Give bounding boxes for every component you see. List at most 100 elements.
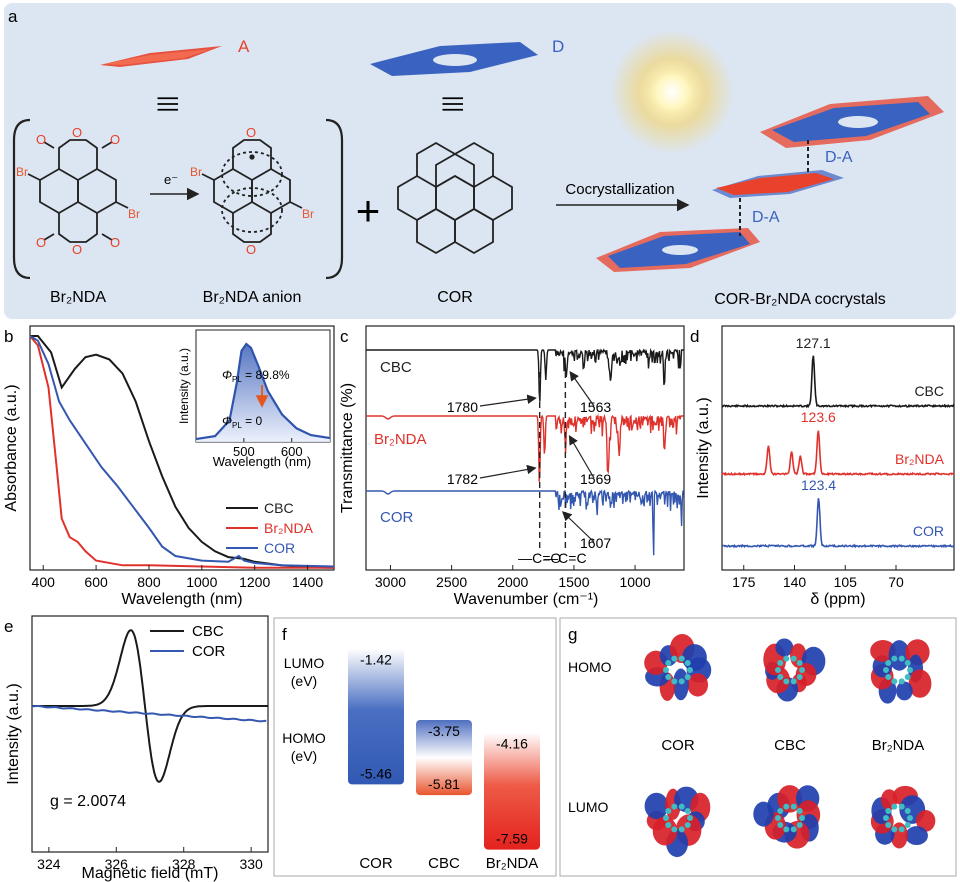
- panel-e-xlabel: Magnetic field (mT): [82, 865, 219, 882]
- lumo-row-label: LUMO: [568, 799, 609, 815]
- acceptor-label: A: [238, 37, 250, 56]
- inset-annotation-bottom: ΦPL = 0: [222, 414, 263, 430]
- panel-f: f LUMO (eV) HOMO (eV) -1.42 -5.46 COR -3.75…: [273, 617, 557, 877]
- anion-oxygen-icon: OO: [246, 125, 256, 257]
- nmr-spectrum-cor: [721, 498, 955, 549]
- sun-icon: [610, 30, 734, 154]
- panel-e-frame: [31, 615, 269, 853]
- legend-label: Br₂NDA: [264, 520, 314, 536]
- ir-series-label: Br₂NDA: [374, 431, 427, 448]
- panel-letter-b: b: [4, 327, 13, 346]
- orbital-col-cbc: CBC: [774, 737, 806, 754]
- panel-e-x-tick-label: 330: [239, 856, 263, 872]
- right-bracket: [325, 118, 344, 280]
- ir-plot: [366, 347, 684, 556]
- electron-label: e⁻: [164, 172, 178, 187]
- donor-label: D: [552, 37, 564, 56]
- nmr-peak-label: 123.6: [801, 409, 836, 425]
- panel-d-x-axis: 175 140 105 70: [732, 565, 904, 590]
- panel-c-xlabel: Wavenumber (cm⁻¹): [454, 591, 599, 608]
- ir-series-label: COR: [380, 509, 414, 526]
- br2nda-oxygen-icon: O O O O O O: [36, 125, 120, 257]
- energy-category-label: COR: [359, 855, 393, 872]
- svg-text:O: O: [246, 125, 256, 140]
- ir-bond-label: —C=O: [518, 550, 561, 566]
- panel-e: e 324 326 328 330 Magnetic field (mT) Inten…: [4, 615, 269, 882]
- ir-series-label: CBC: [380, 359, 412, 376]
- panel-b-x-tick-label: 1000: [186, 574, 217, 590]
- epr-plot: [31, 629, 268, 783]
- energy-level-bars: -1.42 -5.46 COR -3.75 -5.81 CBC -4.16 -7.59 Br₂N…: [348, 648, 540, 872]
- energy-category-label: CBC: [428, 855, 460, 872]
- bromine-label-2: Br: [128, 207, 140, 221]
- panel-d-x-tick-label: 70: [888, 574, 904, 590]
- coronene-molecule-icon: [397, 141, 513, 255]
- panel-c-ylabel: Transmittance (%): [339, 383, 356, 513]
- da-label-lower: D-A: [752, 209, 780, 226]
- panel-c: c 3000 2500 2000 1500 1000 Wavenumber (cm⁻¹)…: [339, 325, 685, 608]
- legend-label: COR: [264, 540, 295, 556]
- left-bracket: [12, 118, 31, 280]
- panel-c-x-tick-label: 2000: [497, 574, 528, 590]
- ir-peak-label: 1569: [580, 471, 611, 487]
- acceptor-sheet-icon: [100, 46, 222, 67]
- energy-bar-2: [484, 732, 540, 850]
- orbital-images: [644, 633, 936, 858]
- energy-bar-1: [416, 720, 472, 796]
- nmr-plot: [721, 355, 955, 549]
- radical-dot: [249, 154, 255, 160]
- series-line-cbc: [30, 335, 335, 569]
- panel-letter-c: c: [340, 327, 349, 346]
- inset-tick-label: 600: [281, 444, 303, 459]
- homo-value: -5.81: [428, 776, 460, 792]
- orbital-lobes-icon: [644, 633, 712, 701]
- inset-annotation-top: ΦPL = 89.8%: [222, 368, 290, 384]
- panel-g: g HOMO LUMO COR CBC Br₂NDA: [559, 617, 957, 877]
- panel-b-ylabel: Absorbance (a.u.): [3, 384, 20, 511]
- homo-row-label: HOMO: [568, 659, 612, 675]
- ir-peak-label: 1607: [580, 535, 611, 551]
- epr-line-cor: [31, 705, 267, 723]
- nmr-spectrum-cbc: [721, 355, 955, 409]
- equivalence-symbol-a: |||: [157, 95, 182, 112]
- orbital-col-br2nda: Br₂NDA: [872, 737, 925, 754]
- energy-bar-0: [348, 648, 404, 785]
- nmr-series-label: Br₂NDA: [895, 451, 945, 467]
- epr-line-cbc: [32, 629, 268, 783]
- lumo-axis-unit: (eV): [291, 673, 317, 689]
- panel-d: d 175 140 105 70 δ (ppm) Intensity (a.u.) 1…: [690, 325, 955, 608]
- panel-c-x-axis: 3000 2500 2000 1500 1000: [375, 565, 651, 590]
- panel-g-frame: [559, 617, 957, 877]
- donor-sheet-icon: [370, 42, 538, 76]
- ir-peak-label: 1780: [447, 399, 478, 415]
- svg-text:O: O: [110, 235, 120, 250]
- inset-ylabel: Intensity (a.u.): [177, 348, 191, 424]
- ir-peak-arrow: [568, 434, 595, 479]
- nmr-series-label: CBC: [914, 383, 944, 399]
- anion-molecule-icon: [201, 139, 303, 243]
- homo-axis-unit: (eV): [291, 748, 317, 764]
- panel-c-x-tick-label: 1000: [619, 574, 650, 590]
- ir-bond-label: —C=C: [544, 550, 586, 566]
- homo-value: -7.59: [496, 831, 528, 847]
- panel-d-ylabel: Intensity (a.u.): [695, 397, 712, 498]
- orbital-lobes-icon: [753, 785, 821, 849]
- ir-peak-arrow: [561, 511, 595, 543]
- panel-b-x-tick-label: 800: [137, 574, 161, 590]
- panel-d-xlabel: δ (ppm): [810, 591, 865, 608]
- g-factor-annotation: g = 2.0074: [50, 793, 126, 810]
- svg-text:O: O: [110, 132, 120, 147]
- panel-letter-e: e: [4, 617, 13, 636]
- svg-text:O: O: [36, 235, 46, 250]
- panel-e-x-tick-label: 328: [172, 856, 196, 872]
- inset-line: [195, 342, 331, 441]
- ir-spectrum-cbc: [366, 347, 684, 402]
- bromine-label-1: Br: [16, 165, 28, 179]
- legend-label: COR: [192, 643, 226, 660]
- panel-b-x-tick-label: 1400: [292, 574, 323, 590]
- nmr-annotations: 127.1 CBC 123.6 Br₂NDA 123.4 COR: [796, 335, 945, 539]
- svg-text:O: O: [72, 242, 82, 257]
- panel-b-x-tick-label: 600: [84, 574, 108, 590]
- svg-text:O: O: [72, 125, 82, 140]
- homo-value: -5.46: [360, 765, 392, 781]
